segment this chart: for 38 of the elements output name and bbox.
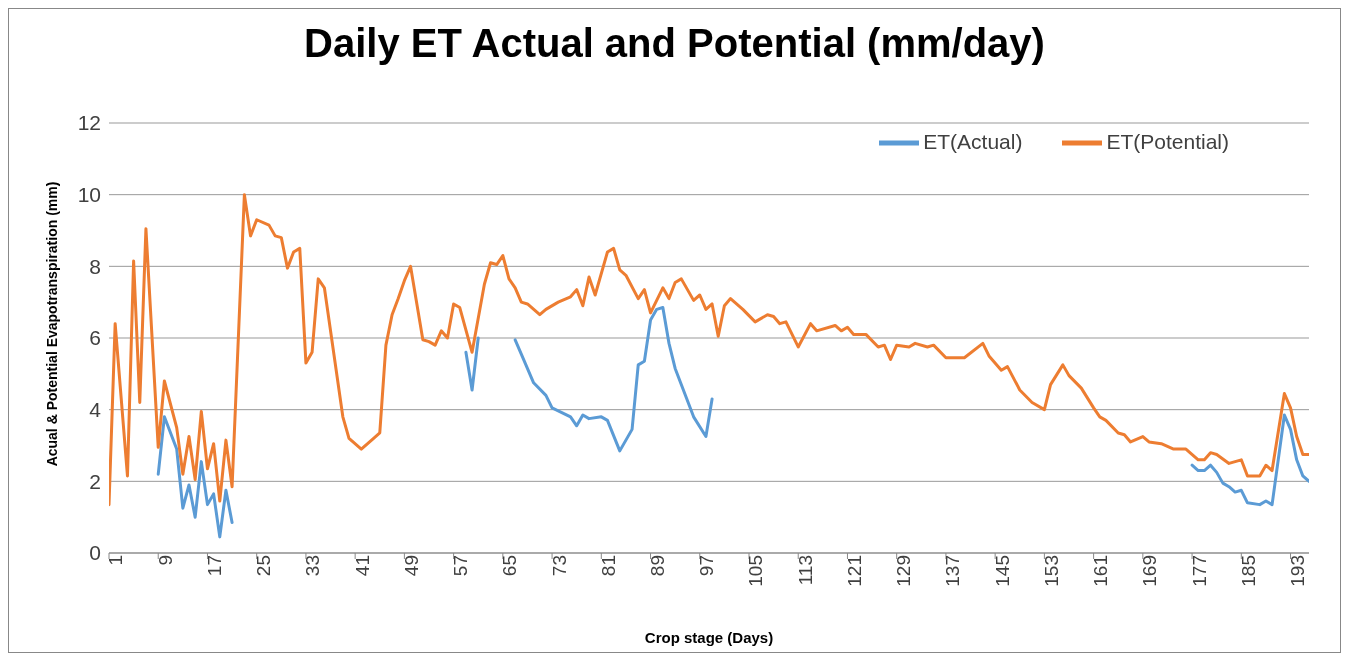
legend-label: ET(Potential) [1106, 129, 1229, 153]
y-tick-label: 4 [89, 398, 102, 422]
x-tick-label: 1 [105, 555, 127, 566]
y-tick-label: 8 [89, 254, 101, 278]
y-axis-title: Acual & Potential Evapotranspiration (mm) [44, 181, 60, 467]
x-tick-label: 161 [1090, 555, 1112, 587]
legend-label: ET(Actual) [923, 129, 1023, 153]
x-tick-label: 105 [745, 555, 767, 587]
x-tick-label: 129 [893, 555, 915, 587]
chart-title: Daily ET Actual and Potential (mm/day) [303, 20, 1046, 67]
x-tick-label: 97 [696, 555, 718, 577]
y-tick-label: 6 [89, 326, 101, 350]
x-tick-label: 137 [942, 555, 964, 587]
x-tick-label: 65 [499, 555, 521, 577]
y-tick-label: 0 [89, 541, 101, 565]
x-tick-label: 145 [991, 555, 1013, 587]
x-tick-label: 41 [351, 555, 373, 577]
x-tick-label: 89 [647, 555, 669, 577]
y-tick-label: 12 [77, 111, 101, 135]
x-tick-label: 57 [450, 555, 472, 577]
x-tick-label: 113 [794, 555, 816, 586]
x-axis-title: Crop stage (Days) [644, 629, 774, 646]
x-tick-label: 9 [154, 555, 176, 566]
x-tick-label: 185 [1237, 555, 1259, 587]
x-tick-label: 193 [1287, 555, 1309, 587]
y-tick-label: 2 [89, 469, 101, 493]
y-tick-label: 10 [77, 183, 101, 207]
x-tick-label: 49 [400, 555, 422, 577]
x-tick-label: 169 [1139, 555, 1161, 587]
x-tick-label: 33 [302, 555, 324, 577]
x-tick-label: 81 [597, 555, 619, 577]
x-tick-label: 121 [843, 555, 865, 587]
x-tick-label: 17 [203, 555, 225, 577]
x-tick-label: 153 [1040, 555, 1062, 587]
x-tick-label: 177 [1188, 555, 1210, 587]
x-tick-label: 73 [548, 555, 570, 577]
x-tick-label: 25 [253, 555, 275, 577]
line-series [109, 193, 1309, 507]
